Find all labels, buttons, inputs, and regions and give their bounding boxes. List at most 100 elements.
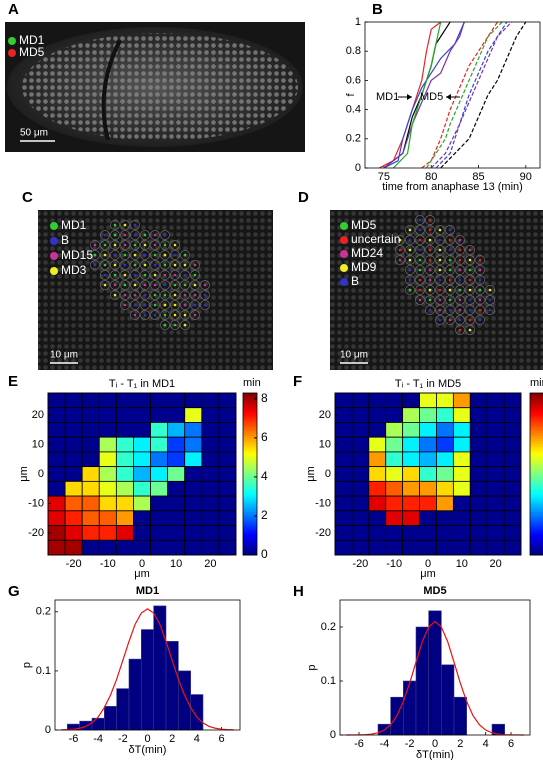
heatmap-cell bbox=[402, 451, 420, 468]
heatmap-cell bbox=[115, 525, 134, 541]
heatmap-cell bbox=[351, 510, 370, 526]
cell-dot bbox=[173, 323, 177, 327]
heatmap-cell bbox=[368, 480, 387, 497]
cell-dot bbox=[418, 288, 422, 292]
x-axis-label: time from anaphase 13 (min) bbox=[382, 181, 523, 193]
colorbar-swatch bbox=[530, 433, 543, 437]
cell-dot bbox=[468, 288, 472, 292]
x-tick-label: 4 bbox=[483, 738, 489, 750]
cell-dot bbox=[133, 263, 137, 267]
cell-outline bbox=[485, 285, 495, 295]
heatmap-cell bbox=[47, 451, 66, 468]
panel-label: E bbox=[8, 373, 18, 390]
cell-outline bbox=[140, 300, 150, 310]
colorbar-swatch bbox=[530, 425, 543, 429]
colorbar-swatch bbox=[243, 537, 257, 541]
cell-outline bbox=[180, 270, 190, 280]
colorbar-swatch bbox=[243, 433, 257, 437]
x-tick-label: 0 bbox=[144, 733, 150, 745]
heatmap-cell bbox=[368, 436, 387, 453]
cell-dot bbox=[428, 238, 432, 242]
heatmap-cell bbox=[64, 451, 83, 468]
heatmap-cell bbox=[167, 495, 186, 512]
heatmap-cell bbox=[385, 422, 404, 438]
y-tick-label: 10 bbox=[32, 438, 44, 450]
heatmap-cell bbox=[452, 451, 471, 468]
cell-dot bbox=[183, 273, 187, 277]
cell-dot bbox=[408, 238, 412, 242]
colorbar-swatch bbox=[530, 486, 543, 490]
colorbar-swatch bbox=[243, 410, 257, 414]
cell-outline bbox=[150, 310, 160, 320]
y-tick-label: 0.2 bbox=[36, 606, 51, 618]
colorbar-swatch bbox=[530, 398, 543, 402]
cell-outline bbox=[435, 225, 445, 235]
heatmap-cell bbox=[115, 392, 134, 409]
cell-outline bbox=[100, 270, 110, 280]
colorbar-label: min bbox=[243, 377, 261, 389]
heatmap-cell bbox=[184, 392, 203, 409]
cell-dot bbox=[173, 273, 177, 277]
colorbar-swatch bbox=[243, 532, 257, 536]
colorbar-swatch bbox=[530, 532, 543, 536]
chart-title: Tᵢ - T₁ in MD5 bbox=[395, 378, 461, 390]
heatmap-cell bbox=[469, 422, 488, 438]
cell-outline bbox=[120, 220, 130, 230]
cell-dot bbox=[438, 258, 442, 262]
cell-outline bbox=[475, 295, 485, 305]
cell-outline bbox=[465, 275, 475, 285]
colorbar-swatch bbox=[530, 529, 543, 533]
cell-dot bbox=[93, 243, 97, 247]
colorbar-swatch bbox=[530, 549, 543, 553]
heatmap-cell bbox=[402, 539, 420, 556]
cell-dot bbox=[458, 288, 462, 292]
x-axis-label: μm bbox=[134, 568, 150, 580]
panel-label: D bbox=[298, 189, 309, 206]
colorbar-swatch bbox=[530, 448, 543, 452]
cell-dot bbox=[193, 273, 197, 277]
fit-line bbox=[61, 608, 234, 731]
cell-dot bbox=[143, 243, 147, 247]
cell-outline bbox=[160, 250, 170, 260]
heatmap-cell bbox=[503, 392, 522, 409]
colorbar-swatch bbox=[530, 438, 543, 442]
heatmap-cell bbox=[81, 392, 100, 409]
colorbar-swatch bbox=[243, 443, 257, 447]
heatmap-cell bbox=[184, 495, 203, 512]
cell-outline bbox=[200, 300, 210, 310]
heatmap-cell bbox=[184, 510, 203, 526]
heatmap-cell bbox=[201, 525, 220, 541]
cell-dot bbox=[123, 273, 127, 277]
colorbar-swatch bbox=[530, 443, 543, 447]
cell-outline bbox=[110, 230, 120, 240]
cell-outline bbox=[405, 245, 415, 255]
y-tick-label: 0 bbox=[45, 724, 51, 736]
cell-outline bbox=[130, 290, 140, 300]
cell-dot bbox=[458, 278, 462, 282]
legend-label: MD5 bbox=[19, 45, 45, 59]
cell-dot bbox=[123, 283, 127, 287]
heatmap-cell bbox=[503, 510, 522, 526]
y-axis-label: μm bbox=[305, 466, 317, 482]
heatmap-cell bbox=[368, 407, 387, 423]
y-tick-label: -20 bbox=[28, 527, 44, 539]
cell-dot bbox=[153, 283, 157, 287]
cell-outline bbox=[140, 280, 150, 290]
heatmap-cell bbox=[436, 510, 454, 526]
colorbar-swatch bbox=[530, 456, 543, 460]
legend-label: MD24 bbox=[351, 246, 383, 260]
heatmap-cell bbox=[201, 436, 220, 453]
cell-outline bbox=[475, 315, 485, 325]
heatmap-cell bbox=[452, 510, 471, 526]
cell-outline bbox=[160, 240, 170, 250]
heatmap-cell bbox=[201, 407, 220, 423]
cell-outline bbox=[150, 280, 160, 290]
cell-outline bbox=[130, 240, 140, 250]
heatmap-cell bbox=[385, 392, 404, 409]
panel-label: A bbox=[8, 1, 19, 18]
cell-dot bbox=[193, 313, 197, 317]
cell-dot bbox=[428, 268, 432, 272]
heatmap-cell bbox=[98, 510, 117, 526]
heatmap-cell bbox=[469, 510, 488, 526]
